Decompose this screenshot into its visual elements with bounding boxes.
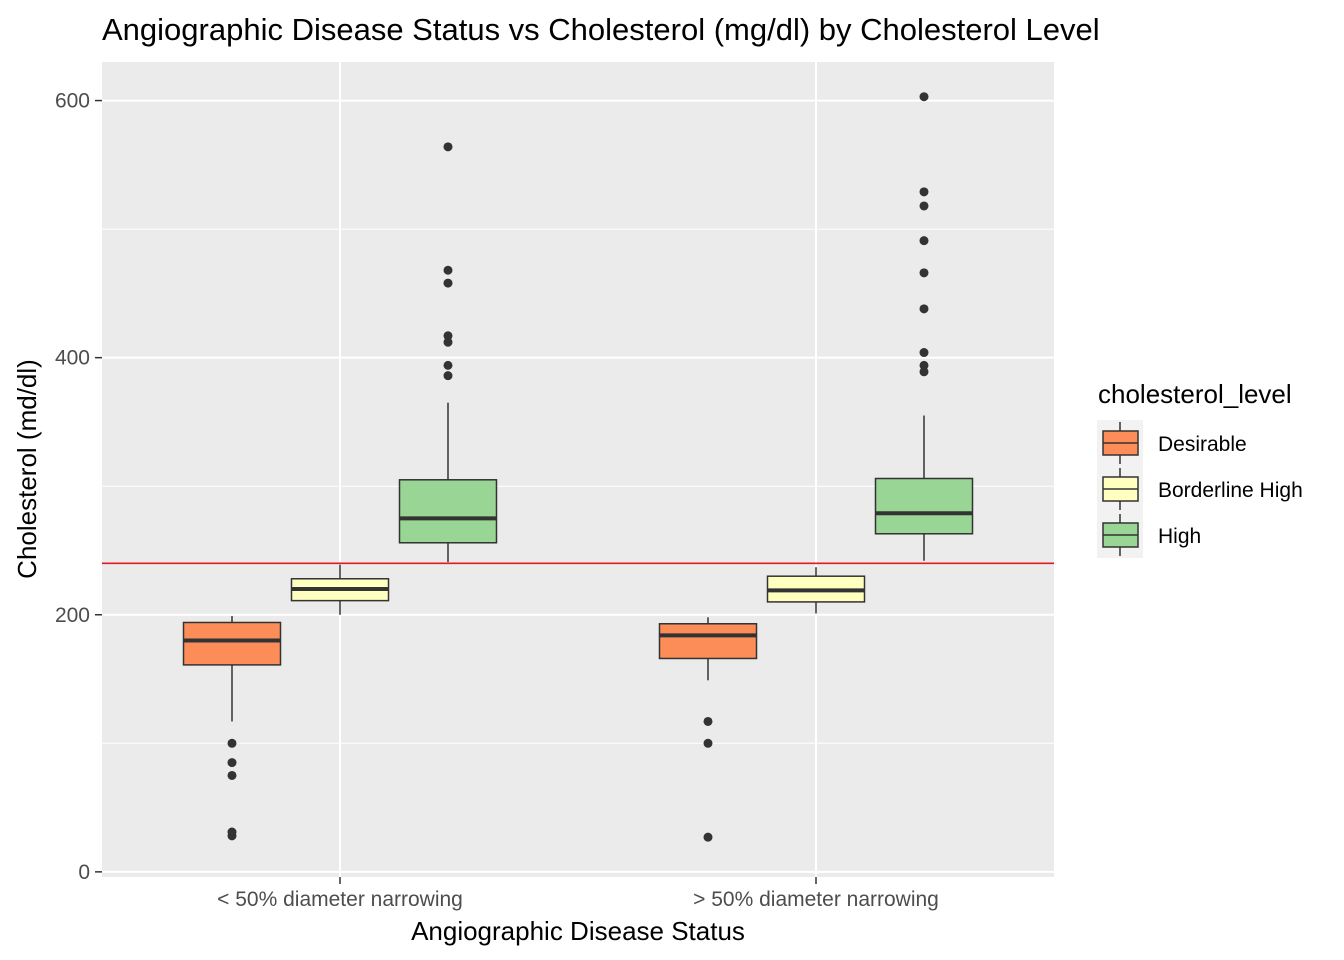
outlier-point xyxy=(443,337,453,347)
y-tick-label: 600 xyxy=(55,90,90,113)
legend-title: cholesterol_level xyxy=(1098,379,1292,409)
outlier-point xyxy=(919,367,929,377)
legend-label: Borderline High xyxy=(1158,479,1303,502)
x-axis: < 50% diameter narrowing > 50% diameter n… xyxy=(217,877,939,911)
outlier-point xyxy=(919,236,929,246)
y-tick-label: 400 xyxy=(55,347,90,370)
x-tick-label: < 50% diameter narrowing xyxy=(217,888,463,911)
outlier-point xyxy=(227,770,237,780)
outlier-point xyxy=(227,738,237,748)
chart-title: Angiographic Disease Status vs Cholester… xyxy=(102,12,1100,47)
legend-label: Desirable xyxy=(1158,433,1247,456)
outlier-point xyxy=(703,738,713,748)
legend-keys: Desirable Borderline High High xyxy=(1097,420,1303,558)
box-groups xyxy=(182,92,974,842)
outlier-point xyxy=(703,716,713,726)
outlier-point xyxy=(919,360,929,370)
outlier-point xyxy=(919,201,929,211)
box-desirable xyxy=(658,617,758,842)
y-axis: 0 200 400 600 xyxy=(55,90,102,884)
outlier-point xyxy=(919,187,929,197)
outlier-point xyxy=(443,371,453,381)
y-axis-title: Cholesterol (md/dl) xyxy=(12,359,42,579)
box-desirable xyxy=(182,616,282,841)
box-iqr xyxy=(182,621,282,666)
box-iqr xyxy=(658,623,758,660)
outlier-point xyxy=(919,92,929,102)
box-high xyxy=(874,92,974,561)
outlier-point xyxy=(919,304,929,314)
outlier-point xyxy=(227,831,237,841)
outlier-point xyxy=(443,331,453,341)
grid-lines xyxy=(102,62,1054,877)
outlier-point xyxy=(919,348,929,358)
outlier-point xyxy=(443,265,453,275)
y-tick-label: 200 xyxy=(55,604,90,627)
plot-panel xyxy=(102,62,1054,877)
outlier-point xyxy=(919,268,929,278)
outlier-point xyxy=(443,142,453,152)
x-axis-title: Angiographic Disease Status xyxy=(411,916,745,946)
box-iqr xyxy=(398,479,498,544)
box-borderline-high xyxy=(290,564,390,615)
outlier-point xyxy=(443,278,453,288)
outlier-point xyxy=(227,758,237,768)
legend-item: Borderline High xyxy=(1097,466,1303,512)
legend: cholesterol_level Desirable Borderline Hi… xyxy=(1097,379,1303,558)
box-high xyxy=(398,142,498,563)
box-borderline-high xyxy=(766,567,866,614)
box-iqr xyxy=(874,477,974,535)
outlier-point xyxy=(703,832,713,842)
outlier-point xyxy=(443,360,453,370)
y-tick-label: 0 xyxy=(78,861,90,884)
legend-label: High xyxy=(1158,525,1201,548)
x-tick-label: > 50% diameter narrowing xyxy=(693,888,939,911)
legend-item: Desirable xyxy=(1097,420,1247,466)
legend-item: High xyxy=(1097,512,1201,558)
